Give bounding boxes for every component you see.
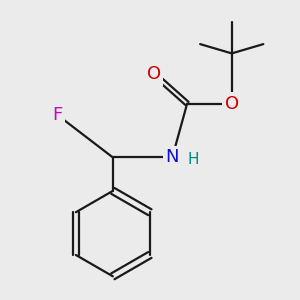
Text: O: O <box>147 65 161 83</box>
Text: H: H <box>188 152 200 167</box>
Text: N: N <box>166 148 179 166</box>
Text: O: O <box>225 94 239 112</box>
Text: F: F <box>52 106 62 124</box>
